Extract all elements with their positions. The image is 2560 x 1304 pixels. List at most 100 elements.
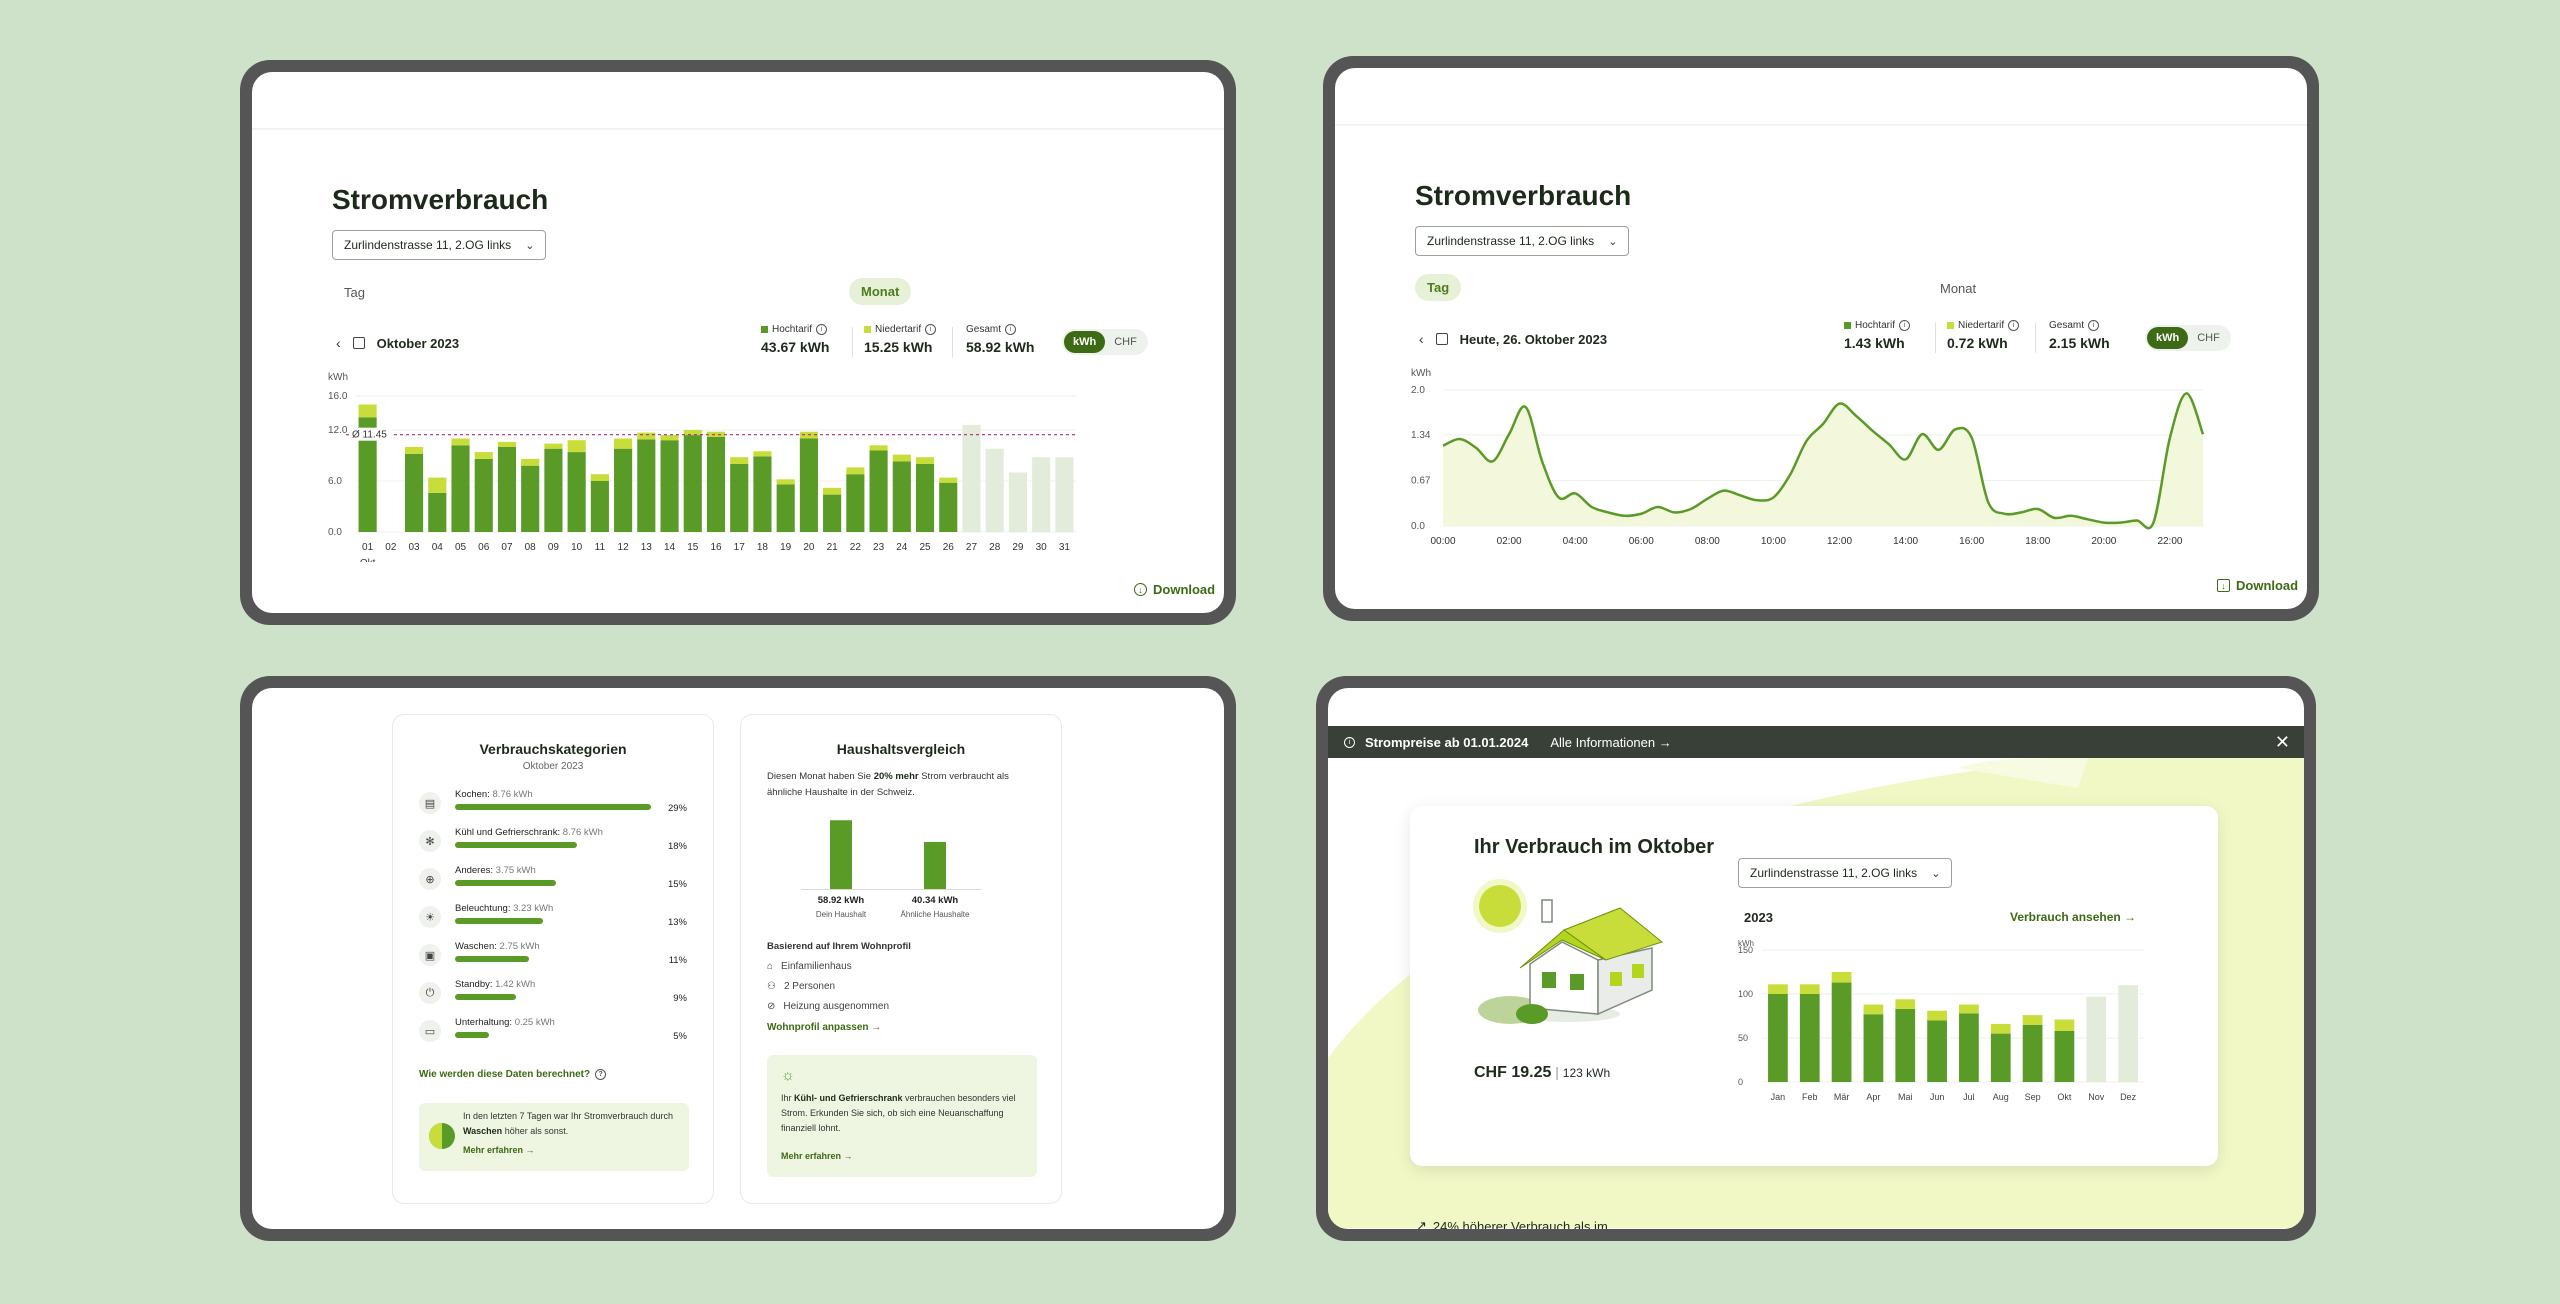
tab-month[interactable]: Monat: [849, 278, 912, 305]
calendar-icon[interactable]: [352, 337, 365, 349]
bar-niedertarif: [451, 438, 470, 446]
x-tick-label: 00:00: [1430, 536, 1455, 547]
address-select[interactable]: Zurlindenstrasse 11, 2.OG links ⌄: [1738, 858, 1953, 888]
card-subtitle: Oktober 2023: [522, 761, 584, 772]
category-label: Kühl und Gefrierschrank: 8.76 kWh: [455, 827, 603, 838]
category-row[interactable]: ⏻ Standby: 1.42 kWh 9%: [419, 979, 687, 1011]
download-icon: ↓: [1134, 583, 1147, 596]
screen-day-view: Stromverbrauch Zurlindenstrasse 11, 2.OG…: [1335, 68, 2307, 609]
comparison-label: Dein Haushalt: [816, 910, 867, 919]
heating-off-icon: ⊘: [767, 1001, 776, 1012]
y-tick-label: 0: [1738, 1077, 1743, 1087]
view-consumption-link[interactable]: Verbrauch ansehen →: [2010, 910, 2137, 924]
x-tick-label: 17: [734, 542, 746, 553]
tip-text-part: Ihr: [781, 1093, 795, 1103]
category-row[interactable]: ⊕ Anderes: 3.75 kWh 15%: [419, 865, 687, 897]
x-tick-label: 15: [687, 542, 699, 553]
bar-hochtarif: [823, 494, 842, 532]
x-tick-label: Sep: [2025, 1092, 2041, 1102]
info-icon[interactable]: i: [816, 324, 828, 335]
bar-hochtarif: [846, 474, 865, 532]
chevron-left-icon[interactable]: ‹: [336, 335, 341, 351]
bar-hochtarif: [614, 448, 633, 532]
x-tick-label: 19: [780, 542, 792, 553]
x-tick-label: 10:00: [1761, 536, 1786, 547]
price-banner: i Strompreise ab 01.01.2024 Alle Informa…: [1328, 726, 2304, 758]
y-tick-label: 150: [1738, 945, 1753, 955]
bar-hochtarif: [590, 481, 609, 532]
info-icon[interactable]: i: [2088, 320, 2100, 331]
edit-profile-label: Wohnprofil anpassen: [767, 1022, 869, 1033]
bar-hochtarif: [1895, 1008, 1916, 1082]
bar-hochtarif: [683, 435, 702, 532]
info-icon[interactable]: i: [1005, 324, 1017, 335]
stat-value: 58.92 kWh: [966, 339, 1035, 355]
trend-up-icon: ↗: [1416, 1218, 1427, 1229]
download-link[interactable]: ↓ Download: [1134, 582, 1215, 597]
category-percent: 13%: [667, 917, 687, 928]
unit-kwh-button[interactable]: kWh: [2147, 327, 2189, 349]
unit-chf-button[interactable]: CHF: [2197, 332, 2220, 344]
unit-kwh-button[interactable]: kWh: [1064, 331, 1106, 353]
bulb-icon: ☀: [419, 906, 441, 928]
bar-hochtarif: [799, 438, 818, 532]
close-icon[interactable]: ✕: [2274, 731, 2290, 752]
chevron-left-icon[interactable]: ‹: [1419, 331, 1424, 347]
category-row[interactable]: ▣ Waschen: 2.75 kWh 11%: [419, 941, 687, 973]
tab-day[interactable]: Tag: [1415, 274, 1462, 301]
power-icon: ⏻: [419, 982, 441, 1004]
x-tick-label: Nov: [2088, 1092, 2105, 1102]
bar-niedertarif: [823, 487, 842, 495]
tip-text-bold: Kühl- und Gefrierschrank: [794, 1093, 903, 1103]
category-name: Unterhaltung: [455, 1017, 510, 1028]
divider: [2035, 323, 2036, 353]
stat-label: Hochtarif: [772, 324, 813, 335]
category-percent: 18%: [667, 841, 687, 852]
x-tick-label: 13: [641, 542, 653, 553]
unit-chf-button[interactable]: CHF: [1114, 336, 1137, 348]
x-tick-label: 16: [710, 542, 722, 553]
how-calculated-link[interactable]: Wie werden diese Daten berechnet? ?: [419, 1069, 607, 1080]
bar-niedertarif: [567, 440, 586, 453]
calendar-icon[interactable]: [1435, 333, 1448, 345]
category-label: Kochen: 8.76 kWh: [455, 789, 533, 800]
tab-day[interactable]: Tag: [344, 285, 365, 300]
bar-hochtarif: [567, 452, 586, 532]
bar-niedertarif: [590, 474, 609, 481]
period-label: Heute, 26. Oktober 2023: [1459, 331, 1608, 347]
category-bar: [455, 842, 577, 848]
info-icon[interactable]: i: [925, 324, 937, 335]
more-info-link[interactable]: Mehr erfahren →: [781, 1151, 853, 1161]
info-icon[interactable]: i: [1899, 320, 1911, 331]
category-row[interactable]: ▤ Kochen: 8.76 kWh 29%: [419, 789, 687, 821]
bar-forecast: [2086, 996, 2107, 1082]
x-tick-label: 22:00: [2157, 536, 2182, 547]
stat-niedertarif: Niedertarif i 0.72 kWh: [1947, 320, 2020, 351]
stat-label: Hochtarif: [1855, 320, 1896, 331]
tip-text: Ihr Kühl- und Gefrierschrank verbrauchen…: [781, 1091, 1029, 1136]
category-bar: [455, 956, 529, 962]
category-row[interactable]: ☀ Beleuchtung: 3.23 kWh 13%: [419, 903, 687, 935]
bar-hochtarif: [637, 439, 656, 532]
x-tick-label: 29: [1012, 542, 1024, 553]
stat-hochtarif: Hochtarif i 43.67 kWh: [761, 324, 829, 355]
x-tick-label: 12:00: [1827, 536, 1852, 547]
bar-niedertarif: [614, 438, 633, 449]
info-icon[interactable]: i: [2008, 320, 2020, 331]
category-label: Standby: 1.42 kWh: [455, 979, 536, 990]
category-row[interactable]: ✻ Kühl und Gefrierschrank: 8.76 kWh 18%: [419, 827, 687, 859]
address-select[interactable]: Zurlindenstrasse 11, 2.OG links ⌄: [332, 230, 547, 260]
bar-niedertarif: [521, 458, 540, 466]
bar-hochtarif: [869, 450, 888, 532]
more-info-link[interactable]: Mehr erfahren →: [463, 1145, 535, 1155]
banner-link[interactable]: Alle Informationen →: [1550, 734, 1672, 750]
download-link[interactable]: ↓ Download: [2217, 578, 2298, 593]
x-tick-label: 28: [989, 542, 1001, 553]
bar-forecast: [1008, 472, 1027, 532]
category-row[interactable]: ▭ Unterhaltung: 0.25 kWh 5%: [419, 1017, 687, 1049]
address-select[interactable]: Zurlindenstrasse 11, 2.OG links ⌄: [1415, 226, 1630, 256]
x-tick-label: Mai: [1898, 1092, 1913, 1102]
tab-month[interactable]: Monat: [1940, 281, 1977, 296]
edit-profile-link[interactable]: Wohnprofil anpassen →: [767, 1022, 881, 1033]
bar-niedertarif: [637, 432, 656, 440]
